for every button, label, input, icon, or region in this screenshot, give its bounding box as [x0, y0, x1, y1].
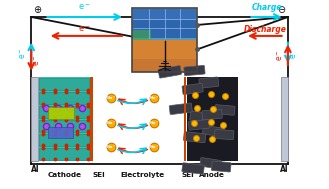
Text: $\ominus$: $\ominus$ [277, 4, 286, 15]
Text: e$^-$: e$^-$ [78, 24, 91, 34]
FancyBboxPatch shape [158, 66, 182, 78]
Bar [132, 8, 197, 72]
Text: Cathode: Cathode [48, 172, 82, 178]
FancyBboxPatch shape [190, 111, 213, 123]
Bar [39, 106, 89, 118]
Text: e$^-$: e$^-$ [78, 3, 91, 12]
FancyBboxPatch shape [182, 83, 203, 94]
Bar [132, 8, 197, 20]
Text: Charge: Charge [251, 3, 282, 12]
FancyBboxPatch shape [169, 103, 192, 115]
Bar [48, 107, 73, 119]
FancyBboxPatch shape [199, 77, 219, 88]
Text: Na$^+$: Na$^+$ [149, 143, 159, 151]
FancyBboxPatch shape [214, 129, 234, 140]
Text: Na$^+$: Na$^+$ [106, 94, 116, 102]
Text: Na$^+$: Na$^+$ [106, 119, 116, 127]
Bar [133, 9, 196, 38]
FancyBboxPatch shape [202, 109, 222, 120]
Text: Al: Al [280, 165, 289, 174]
Bar [281, 77, 288, 161]
Bar [184, 77, 186, 161]
Bar [132, 40, 197, 72]
Text: Discharge: Discharge [243, 25, 286, 34]
Bar [132, 40, 197, 59]
FancyBboxPatch shape [215, 105, 235, 115]
Text: Electrolyte: Electrolyte [121, 172, 165, 178]
Bar [90, 77, 93, 161]
Bar [31, 77, 38, 161]
Bar [39, 134, 89, 146]
Text: e$^-$: e$^-$ [18, 47, 28, 59]
Bar [39, 120, 89, 132]
Text: e$^-$: e$^-$ [276, 49, 286, 61]
Text: Na$^+$: Na$^+$ [149, 119, 159, 127]
Bar [39, 78, 89, 90]
Text: SEI: SEI [92, 172, 105, 178]
FancyBboxPatch shape [202, 125, 224, 137]
Text: $\oplus$: $\oplus$ [33, 4, 42, 15]
FancyBboxPatch shape [200, 158, 221, 169]
Text: Na$^+$: Na$^+$ [149, 94, 159, 102]
Text: SEI: SEI [181, 172, 194, 178]
Text: Anode: Anode [199, 172, 225, 178]
Bar [39, 92, 89, 104]
Bar [39, 77, 90, 161]
FancyBboxPatch shape [184, 65, 205, 76]
Bar [39, 148, 89, 160]
Bar [48, 127, 72, 138]
FancyBboxPatch shape [189, 119, 210, 130]
Text: e$^-$: e$^-$ [32, 55, 42, 66]
Bar [132, 8, 197, 40]
FancyBboxPatch shape [211, 161, 231, 172]
Text: e$^-$: e$^-$ [290, 47, 299, 59]
Bar [132, 30, 151, 40]
Bar [187, 77, 238, 161]
FancyBboxPatch shape [182, 163, 204, 174]
Text: Na$^+$: Na$^+$ [106, 143, 116, 151]
FancyBboxPatch shape [184, 132, 206, 143]
Text: Al: Al [31, 165, 39, 174]
